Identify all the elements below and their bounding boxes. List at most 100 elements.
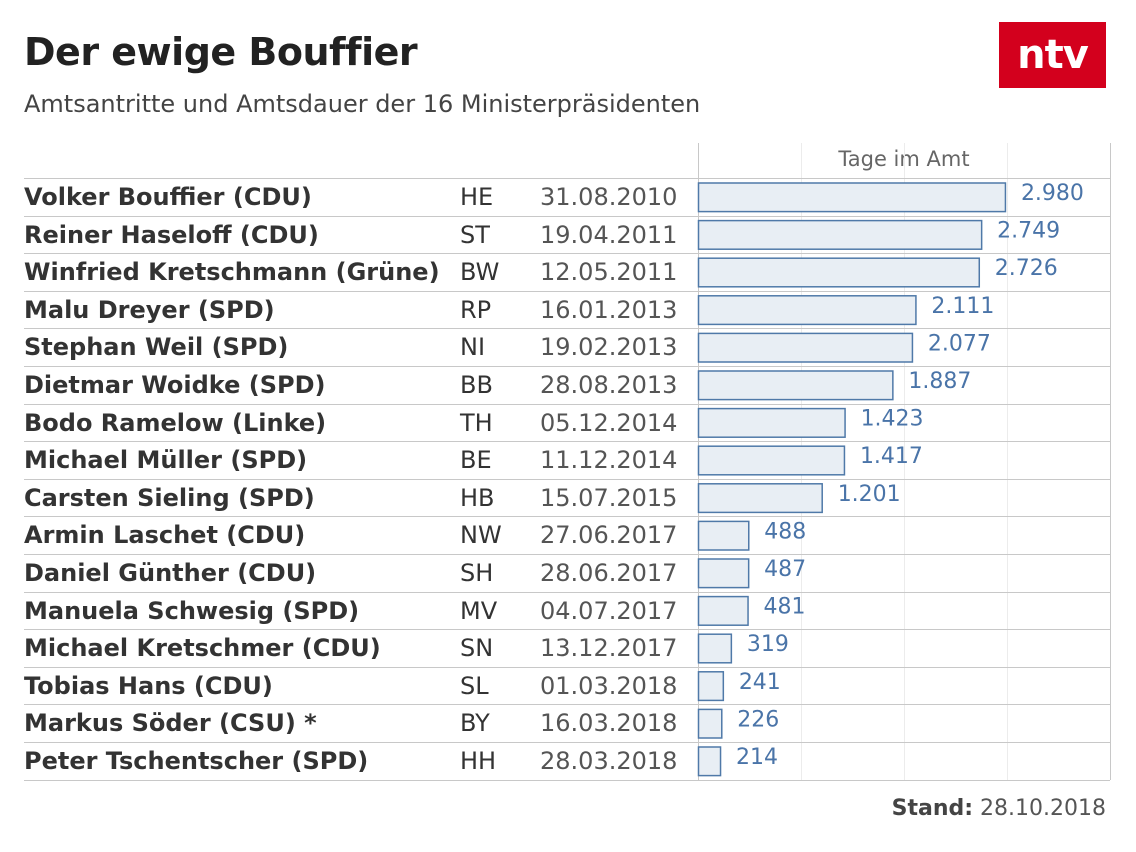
chart-subtitle: Amtsantritte und Amtsdauer der 16 Minist… [24, 90, 701, 118]
state-code: BE [460, 446, 492, 475]
row-divider [24, 291, 1110, 292]
row-divider [24, 516, 1110, 517]
bar [697, 671, 725, 702]
state-code: SL [460, 671, 489, 700]
chart-title: Der ewige Bouffier [24, 30, 418, 74]
state-code: RP [460, 295, 492, 324]
state-code: SH [460, 559, 494, 587]
state-code: BW [460, 258, 500, 287]
state-code: NW [460, 521, 502, 550]
bar-value-label: 488 [764, 519, 806, 544]
bar [697, 257, 981, 288]
row-divider [24, 667, 1110, 668]
gridline [904, 143, 905, 780]
row-divider [24, 742, 1110, 743]
start-date: 19.04.2011 [540, 220, 678, 249]
footer-stand: Stand: 28.10.2018 [892, 796, 1106, 821]
bar-value-label: 226 [737, 707, 779, 732]
bar [697, 746, 722, 777]
bar [697, 520, 750, 551]
bar-value-label: 241 [739, 670, 781, 695]
bar-value-label: 2.077 [928, 331, 991, 356]
bar [697, 295, 917, 326]
minister-name: Peter Tschentscher (SPD) [24, 747, 369, 775]
state-code: NI [460, 333, 486, 362]
row-divider [24, 216, 1110, 217]
bar-value-label: 319 [747, 632, 789, 657]
bar [697, 708, 723, 739]
column-border [1110, 143, 1111, 780]
state-code: MV [460, 596, 498, 625]
row-divider [24, 366, 1110, 367]
minister-name: Armin Laschet (CDU) [24, 521, 306, 550]
minister-name: Winfried Kretschmann (Grüne) [24, 258, 440, 287]
state-code: HE [460, 183, 494, 211]
bar [697, 483, 823, 514]
minister-name: Manuela Schwesig (SPD) [24, 596, 360, 625]
bar-value-label: 2.980 [1021, 181, 1084, 206]
state-code: HB [460, 483, 495, 512]
bar-value-label: 1.887 [908, 369, 971, 394]
start-date: 28.03.2018 [540, 747, 678, 775]
row-divider [24, 404, 1110, 405]
minister-name: Bodo Ramelow (Linke) [24, 408, 327, 437]
minister-name: Malu Dreyer (SPD) [24, 295, 275, 324]
bar [697, 407, 846, 438]
start-date: 31.08.2010 [540, 183, 678, 211]
minister-name: Volker Bouffier (CDU) [24, 183, 312, 211]
start-date: 27.06.2017 [540, 521, 678, 550]
column-header-days: Tage im Amt [838, 147, 970, 171]
start-date: 28.06.2017 [540, 559, 678, 587]
minister-name: Daniel Günther (CDU) [24, 559, 317, 587]
bar [697, 370, 894, 401]
bar-value-label: 1.417 [860, 444, 923, 469]
minister-name: Dietmar Woidke (SPD) [24, 371, 326, 399]
start-date: 01.03.2018 [540, 671, 678, 700]
bar-value-label: 481 [764, 595, 806, 620]
start-date: 11.12.2014 [540, 446, 678, 475]
minister-name: Michael Müller (SPD) [24, 446, 308, 475]
start-date: 15.07.2015 [540, 483, 678, 512]
start-date: 12.05.2011 [540, 258, 678, 287]
state-code: HH [460, 747, 497, 775]
row-divider [24, 629, 1110, 630]
row-divider [24, 780, 1110, 781]
start-date: 13.12.2017 [540, 634, 678, 663]
bar [697, 332, 914, 363]
start-date: 28.08.2013 [540, 371, 678, 399]
bar-value-label: 1.423 [861, 407, 924, 432]
row-divider [24, 178, 1110, 179]
bar [697, 558, 750, 589]
bar-value-label: 2.749 [997, 219, 1060, 244]
bar [697, 219, 983, 250]
ntv-logo: ntv [999, 22, 1106, 88]
start-date: 16.01.2013 [540, 295, 678, 324]
minister-name: Reiner Haseloff (CDU) [24, 220, 319, 249]
bar-value-label: 214 [736, 745, 778, 770]
bar [697, 633, 733, 664]
state-code: BY [460, 709, 490, 738]
state-code: SN [460, 634, 494, 663]
bar [697, 595, 749, 626]
start-date: 04.07.2017 [540, 596, 678, 625]
bar [697, 182, 1007, 213]
row-divider [24, 554, 1110, 555]
bar [697, 445, 846, 476]
bar-value-label: 2.111 [931, 294, 994, 319]
row-divider [24, 328, 1110, 329]
minister-name: Markus Söder (CSU) * [24, 709, 317, 738]
state-code: BB [460, 371, 493, 399]
minister-name: Stephan Weil (SPD) [24, 333, 289, 362]
row-divider [24, 253, 1110, 254]
logo-text: ntv [1017, 32, 1089, 78]
bar-value-label: 487 [764, 557, 806, 582]
start-date: 16.03.2018 [540, 709, 678, 738]
minister-name: Michael Kretschmer (CDU) [24, 634, 381, 663]
row-divider [24, 592, 1110, 593]
row-divider [24, 479, 1110, 480]
stand-date: 28.10.2018 [980, 796, 1106, 821]
gridline [1007, 143, 1008, 780]
state-code: TH [460, 408, 493, 437]
minister-name: Tobias Hans (CDU) [24, 671, 273, 700]
